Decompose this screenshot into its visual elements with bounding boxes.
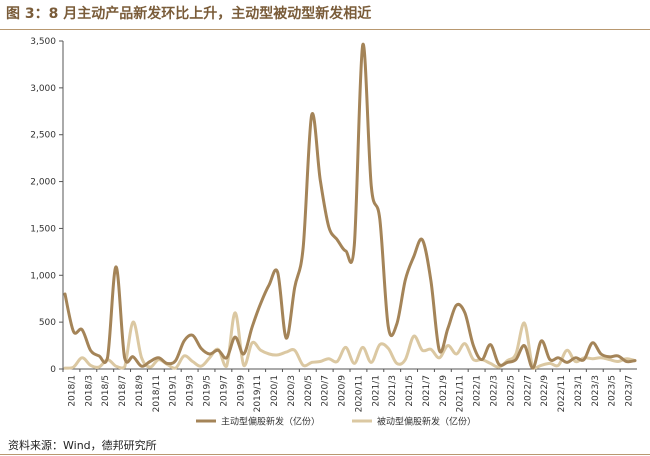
x-tick-label: 2021/11: [456, 375, 466, 412]
x-tick-label: 2021/1: [371, 375, 381, 407]
legend-label-passive: 被动型偏股新发（亿份）: [377, 416, 476, 428]
x-tick-label: 2022/7: [523, 375, 533, 407]
x-tick-label: 2023/1: [574, 375, 584, 407]
x-tick-label: 2019/3: [186, 375, 196, 407]
y-tick-label: 3,500: [30, 37, 56, 47]
x-tick-label: 2021/7: [422, 375, 432, 407]
x-tick-label: 2018/1: [67, 375, 77, 407]
x-tick-label: 2019/9: [236, 375, 246, 407]
x-tick-label: 2021/3: [388, 375, 398, 407]
x-tick-label: 2019/1: [169, 375, 179, 407]
x-tick-label: 2019/5: [203, 375, 213, 407]
y-tick-label: 2,000: [30, 178, 56, 188]
x-tick-label: 2022/9: [540, 375, 550, 407]
x-tick-label: 2020/9: [338, 375, 348, 407]
x-tick-label: 2023/7: [625, 375, 635, 407]
x-tick-label: 2018/9: [135, 375, 145, 407]
x-tick-label: 2018/11: [152, 375, 162, 412]
y-tick-label: 1,500: [30, 224, 56, 234]
x-tick-label: 2021/9: [439, 375, 449, 407]
bottom-divider: [0, 454, 650, 455]
x-tick-label: 2020/5: [304, 375, 314, 407]
x-tick-label: 2019/11: [253, 375, 263, 412]
y-tick-label: 2,500: [30, 131, 56, 141]
x-tick-label: 2019/7: [219, 375, 229, 407]
y-tick-label: 500: [39, 318, 56, 328]
x-tick-label: 2020/3: [287, 375, 297, 407]
x-tick-label: 2020/11: [354, 375, 364, 412]
source-note: 资料来源：Wind，德邦研究所: [8, 439, 157, 452]
x-tick-label: 2022/11: [557, 375, 567, 412]
x-tick-label: 2022/3: [490, 375, 500, 407]
x-tick-label: 2022/1: [473, 375, 483, 407]
y-tick-label: 1,000: [30, 271, 56, 281]
x-tick-label: 2018/5: [101, 375, 111, 407]
figure-title: 图 3：8 月主动产品新发环比上升，主动型被动型新发相近: [6, 6, 372, 22]
x-tick-label: 2023/3: [591, 375, 601, 407]
x-tick-label: 2018/3: [84, 375, 94, 407]
title-divider: [0, 29, 650, 30]
x-tick-label: 2020/7: [321, 375, 331, 407]
x-tick-label: 2020/1: [270, 375, 280, 407]
x-tick-label: 2021/5: [405, 375, 415, 407]
active-series-line: [63, 43, 637, 370]
x-tick-label: 2022/5: [506, 375, 516, 407]
x-tick-label: 2018/7: [118, 375, 128, 407]
x-tick-label: 2023/5: [608, 375, 618, 407]
y-tick-label: 0: [50, 365, 56, 375]
legend-label-active: 主动型偏股新发（亿份）: [221, 416, 320, 428]
y-tick-label: 3,000: [30, 84, 56, 94]
